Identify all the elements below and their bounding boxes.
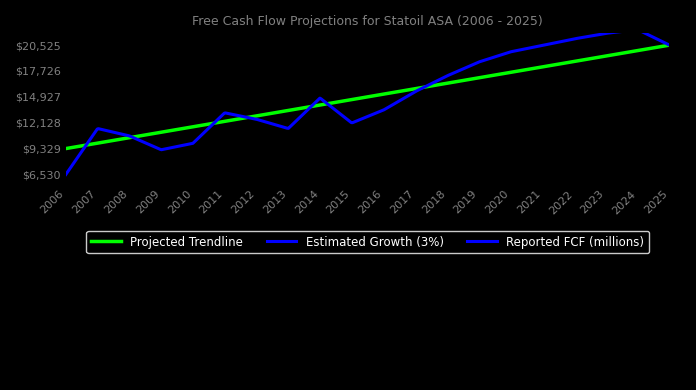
Projected Trendline [347, 97, 356, 102]
Line: Estimated Growth (3%): Estimated Growth (3%) [66, 30, 670, 174]
Projected Trendline [284, 108, 292, 113]
Projected Trendline [570, 59, 578, 64]
Projected Trendline [125, 135, 134, 140]
Title: Free Cash Flow Projections for Statoil ASA (2006 - 2025): Free Cash Flow Projections for Statoil A… [192, 15, 543, 28]
Estimated Growth (3%) [62, 172, 70, 177]
Projected Trendline [633, 48, 642, 53]
Estimated Growth (3%) [556, 39, 564, 44]
Projected Trendline [62, 146, 70, 151]
Projected Trendline [475, 75, 483, 80]
Line: Projected Trendline: Projected Trendline [66, 45, 670, 149]
Projected Trendline [507, 70, 515, 74]
Estimated Growth (3%) [421, 84, 429, 89]
Projected Trendline [157, 130, 166, 135]
Estimated Growth (3%) [652, 36, 661, 41]
Legend: Projected Trendline, Estimated Growth (3%), Reported FCF (millions): Projected Trendline, Estimated Growth (3… [86, 231, 649, 254]
Projected Trendline [411, 86, 420, 91]
Estimated Growth (3%) [633, 27, 641, 32]
Estimated Growth (3%) [352, 119, 361, 124]
Projected Trendline [93, 141, 102, 145]
Projected Trendline [602, 54, 610, 58]
Projected Trendline [221, 119, 229, 124]
Projected Trendline [379, 92, 388, 96]
Estimated Growth (3%) [665, 43, 674, 48]
Projected Trendline [316, 103, 324, 107]
Projected Trendline [443, 81, 451, 85]
Projected Trendline [538, 65, 546, 69]
Projected Trendline [189, 124, 197, 129]
Estimated Growth (3%) [388, 103, 397, 107]
Projected Trendline [253, 113, 261, 118]
Estimated Growth (3%) [349, 120, 357, 125]
Projected Trendline [665, 43, 674, 48]
